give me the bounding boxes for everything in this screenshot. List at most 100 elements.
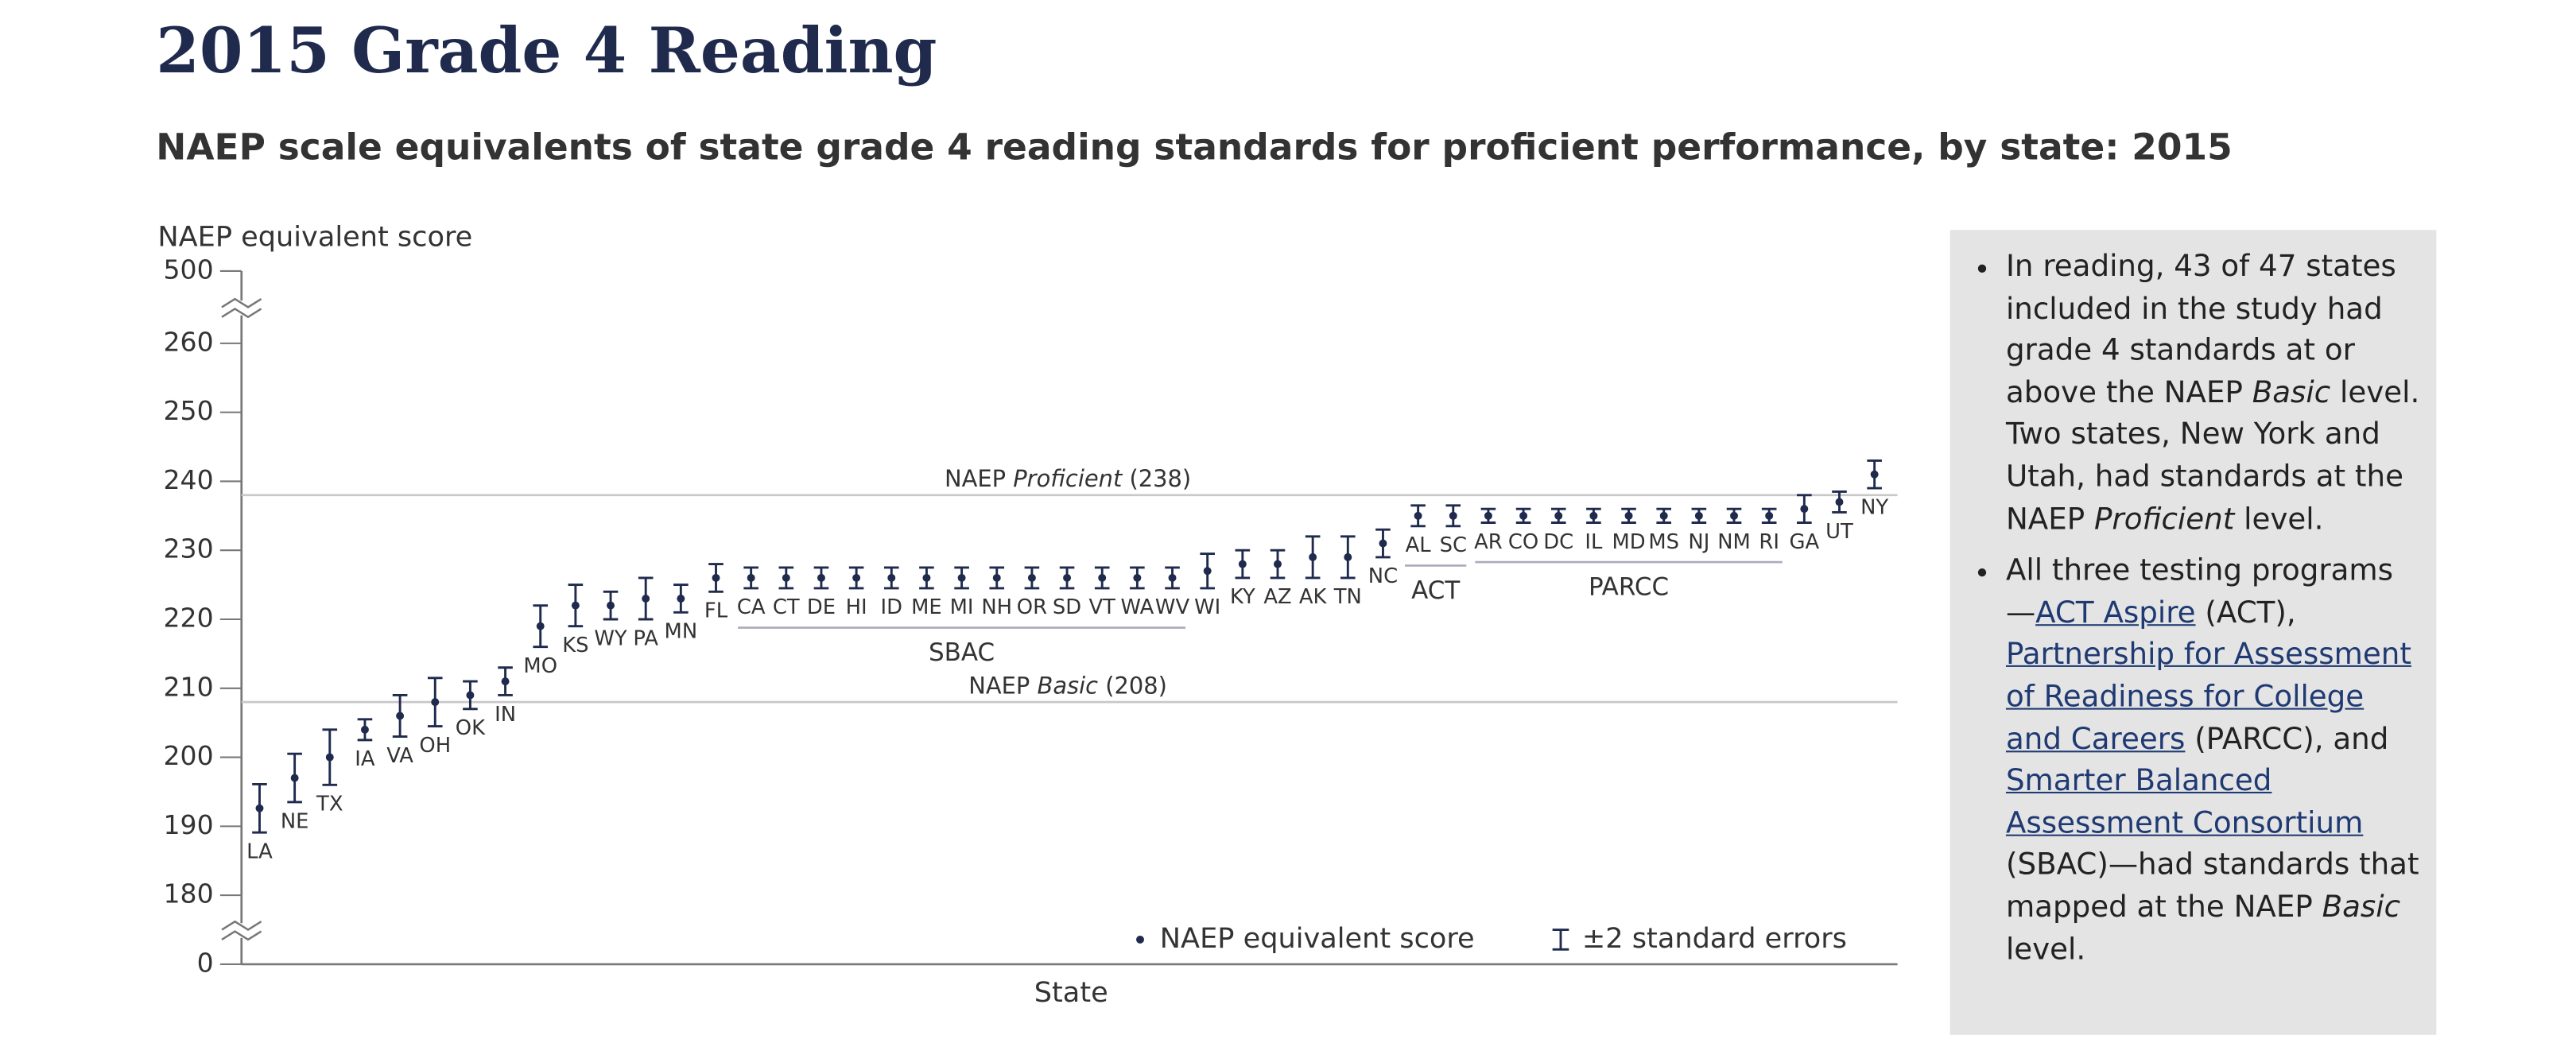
point: [255, 804, 264, 812]
reference-label-part: NAEP: [968, 673, 1037, 700]
state-label: AR: [1474, 530, 1503, 554]
point: [992, 573, 1001, 582]
x-axis-title: State: [1034, 976, 1108, 1009]
point: [1274, 560, 1282, 568]
y-tick-label: 250: [164, 395, 214, 426]
state-label: VT: [1088, 595, 1115, 619]
state-label: WI: [1194, 595, 1220, 619]
state-label: MO: [523, 654, 557, 678]
state-label: AZ: [1263, 585, 1291, 609]
point: [1238, 560, 1247, 568]
point: [887, 573, 896, 582]
y-tick-label: 0: [197, 947, 214, 978]
state-label: CO: [1508, 530, 1538, 554]
state-label: NJ: [1688, 530, 1709, 554]
title: 2015 Grade 4 Reading: [156, 13, 937, 87]
state-label: VA: [386, 744, 413, 768]
legend-label: ±2 standard errors: [1582, 922, 1847, 955]
point: [712, 573, 720, 582]
point: [466, 691, 475, 700]
group-label: PARCC: [1589, 573, 1669, 602]
state-label: CA: [737, 595, 766, 619]
point: [1765, 511, 1774, 520]
state-label: MD: [1612, 530, 1645, 554]
point: [1098, 573, 1107, 582]
bullet: All three testing programs—ACT Aspire (A…: [2006, 551, 2420, 971]
point: [1800, 505, 1809, 514]
state-label: TN: [1333, 585, 1362, 609]
axis-break: [221, 297, 262, 308]
point: [922, 573, 931, 582]
y-tick-label: 230: [164, 533, 214, 564]
state-label: OH: [419, 734, 451, 758]
point: [852, 573, 861, 582]
y-tick-label: 220: [164, 602, 214, 633]
link[interactable]: ACT Aspire: [2035, 595, 2196, 630]
point: [396, 711, 405, 720]
point: [677, 595, 685, 603]
reference-label-part: Basic: [1038, 673, 1099, 700]
point: [1624, 511, 1633, 520]
state-label: KY: [1230, 585, 1255, 609]
state-label: NM: [1717, 530, 1751, 554]
reference-label: NAEP Proficient (238): [945, 465, 1191, 492]
point: [747, 573, 755, 582]
y-tick-label: 190: [164, 809, 214, 840]
state-label: SC: [1440, 533, 1467, 557]
point: [290, 774, 299, 782]
state-label: AK: [1299, 585, 1328, 609]
point: [1835, 498, 1844, 506]
state-label: KS: [562, 634, 588, 657]
state-label: FL: [704, 599, 728, 623]
link[interactable]: Smarter Balanced Assessment Consortium: [2005, 764, 2364, 841]
text-run: All three testing programs—: [2005, 553, 2394, 630]
sidebar: In reading, 43 of 47 states included in …: [1949, 230, 2437, 1035]
bullet: In reading, 43 of 47 states included in …: [2006, 246, 2420, 541]
point: [782, 573, 790, 582]
text-run: (ACT),: [2195, 595, 2296, 630]
point: [607, 601, 615, 610]
point: [1449, 511, 1457, 520]
point: [1414, 511, 1422, 520]
axis-break: [221, 930, 262, 941]
state-label: NY: [1860, 495, 1888, 519]
text-run: level. Two states, New York and Utah, ha…: [2005, 375, 2420, 537]
text-run: level.: [2234, 502, 2324, 537]
state-label: LA: [246, 839, 273, 863]
reference-label: NAEP Basic (208): [968, 673, 1167, 700]
reference-label-part: (208): [1098, 673, 1167, 700]
subtitle: NAEP scale equivalents of state grade 4 …: [156, 128, 2233, 169]
point: [1484, 511, 1492, 520]
point: [1379, 539, 1387, 548]
state-label: DE: [807, 595, 836, 619]
legend-point: [1136, 935, 1144, 944]
point: [1730, 511, 1738, 520]
state-label: SD: [1053, 595, 1081, 619]
point: [536, 622, 545, 630]
state-label: UT: [1825, 520, 1853, 544]
chart: NAEP equivalent score State 0 180 190 200 21…: [157, 221, 1898, 1009]
group-label: ACT: [1411, 576, 1461, 605]
text-run: (PARCC), and: [2185, 722, 2389, 757]
state-label: NC: [1368, 564, 1398, 588]
y-axis-title: NAEP equivalent score: [157, 221, 472, 254]
link[interactable]: Partnership for Assessment of Readiness …: [2005, 638, 2411, 757]
group-label: SBAC: [929, 638, 995, 667]
point: [1870, 470, 1879, 479]
point: [1589, 511, 1598, 520]
point: [360, 725, 369, 734]
state-label: GA: [1790, 530, 1820, 554]
axis-break: [221, 308, 262, 319]
state-label: NH: [981, 595, 1012, 619]
point: [501, 677, 510, 686]
state-label: HI: [846, 595, 867, 619]
axis-break: [221, 920, 262, 931]
point: [431, 698, 440, 707]
text-run: Basic: [2252, 375, 2331, 411]
y-tick-label: 240: [164, 464, 214, 495]
y-tick-label: 500: [164, 254, 214, 285]
state-label: MS: [1648, 530, 1679, 554]
state-label: CT: [773, 595, 800, 619]
